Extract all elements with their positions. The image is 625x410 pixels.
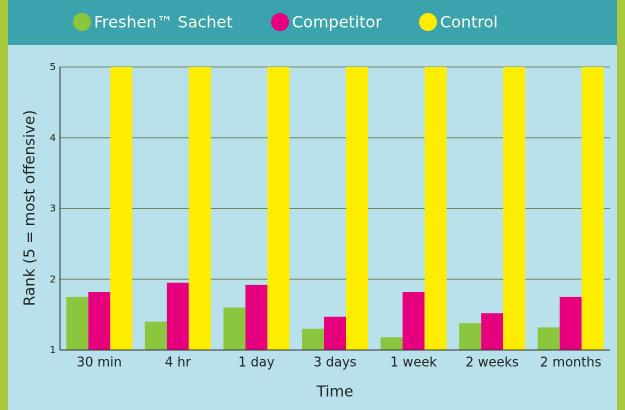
left-border (0, 0, 8, 410)
bar (245, 284, 268, 350)
bar (223, 307, 246, 350)
bar (144, 321, 167, 350)
bar (88, 291, 111, 350)
bar (503, 67, 526, 350)
right-border (617, 0, 625, 410)
bar (459, 323, 482, 350)
legend-swatch (73, 13, 91, 31)
bar (380, 337, 403, 350)
bar (110, 67, 133, 350)
x-tick-label: 1 day (238, 356, 275, 371)
bar (66, 296, 89, 350)
legend-swatch (271, 13, 289, 31)
bar (346, 67, 368, 350)
bar (324, 316, 346, 350)
x-tick-label: 3 days (313, 356, 356, 371)
y-tick-label: 3 (50, 204, 56, 215)
bar (302, 328, 324, 350)
bar (166, 282, 189, 350)
legend-label: Freshen™ Sachet (94, 13, 233, 32)
x-tick-label: 1 week (390, 356, 437, 371)
bar (481, 313, 504, 350)
legend-label: Control (440, 13, 498, 32)
bar (402, 291, 425, 350)
header-band (0, 0, 625, 45)
bar (581, 67, 604, 350)
legend-label: Competitor (292, 13, 382, 32)
bar (559, 296, 582, 350)
y-tick-label: 2 (50, 274, 56, 285)
x-tick-label: 4 hr (165, 356, 192, 371)
y-tick-label: 4 (50, 133, 56, 144)
x-tick-label: 2 months (540, 356, 602, 371)
x-axis-label: Time (316, 383, 354, 401)
bar (424, 67, 447, 350)
bar (537, 327, 560, 350)
bar (267, 67, 290, 350)
bar (188, 67, 211, 350)
legend-swatch (419, 13, 437, 31)
x-tick-label: 2 weeks (465, 356, 519, 371)
y-tick-label: 1 (50, 345, 56, 356)
y-axis-label: Rank (5 = most offensive) (21, 110, 39, 306)
y-tick-label: 5 (50, 62, 56, 73)
x-tick-label: 30 min (77, 356, 122, 371)
